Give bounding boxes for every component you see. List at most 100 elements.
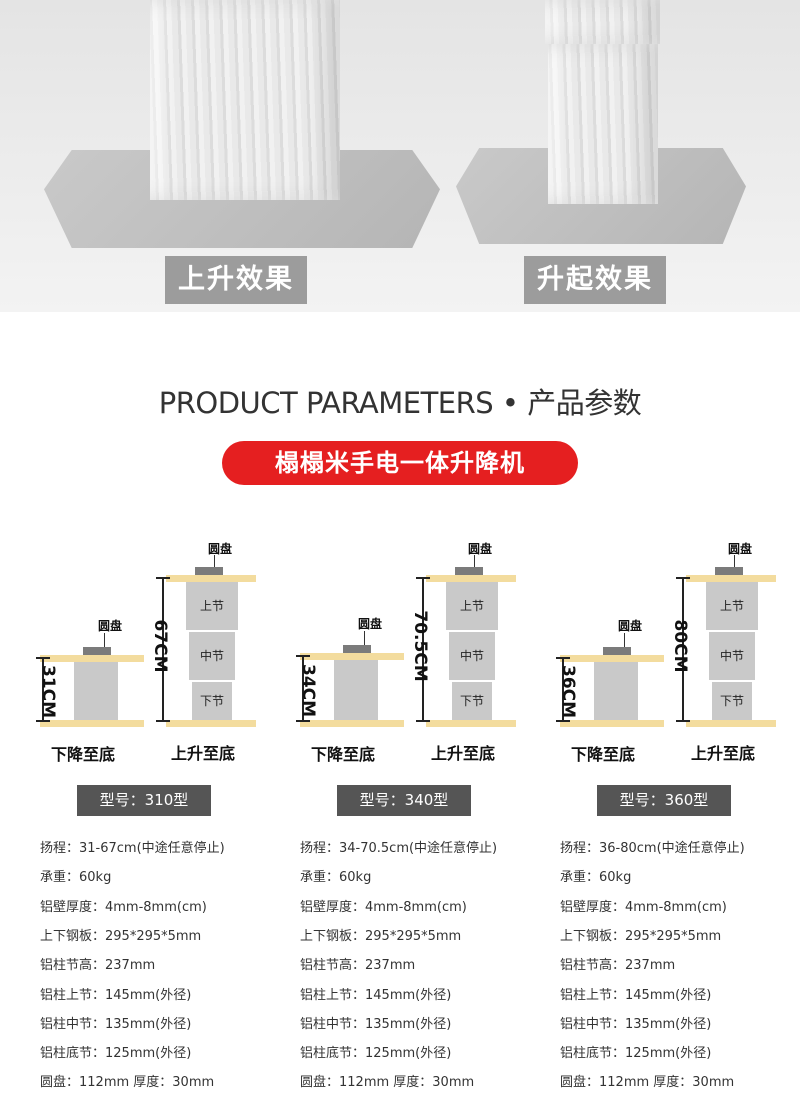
- disk-label: 圆盘: [728, 542, 753, 556]
- low-top-board: [300, 653, 404, 660]
- high-dimension-cap-bottom: [416, 720, 430, 722]
- high-disk: [715, 567, 743, 575]
- lowered-caption: 下降至底: [571, 745, 636, 764]
- model-label: 型号：360型: [597, 785, 731, 816]
- upper-section: 上节: [446, 582, 498, 630]
- spec-line: 铝柱上节：145mm(外径): [300, 987, 452, 1003]
- spec-line: 铝柱底节：125mm(外径): [40, 1046, 192, 1062]
- high-bottom-board: [426, 720, 516, 727]
- low-column: [594, 662, 638, 720]
- low-top-board: [40, 655, 144, 662]
- raised-caption: 上升至底: [171, 744, 236, 763]
- spec-line: 上下钢板：295*295*5mm: [560, 928, 722, 944]
- low-height-label: 36CM: [558, 664, 578, 718]
- spec-line: 圆盘：112mm 厚度：30mm: [300, 1075, 475, 1091]
- disk-leader: [734, 555, 735, 567]
- spec-line: 铝柱底节：125mm(外径): [300, 1046, 452, 1062]
- low-bottom-board: [40, 720, 144, 727]
- lower-section: 下节: [192, 682, 232, 720]
- low-height-label: 31CM: [38, 664, 58, 718]
- spec-line: 铝壁厚度：4mm-8mm(cm): [560, 899, 727, 915]
- disk-leader: [364, 631, 365, 645]
- high-dimension-cap-bottom: [676, 720, 690, 722]
- disk-label: 圆盘: [98, 619, 123, 633]
- lower-section: 下节: [712, 682, 752, 720]
- low-dimension-line: [42, 657, 44, 720]
- low-disk: [83, 647, 111, 655]
- pillar-left: [150, 0, 340, 200]
- disk-label: 圆盘: [468, 542, 493, 556]
- low-dimension-cap-bottom: [556, 720, 570, 722]
- disk-label: 圆盘: [208, 542, 233, 556]
- spec-line: 扬程：36-80cm(中途任意停止): [560, 841, 745, 856]
- spec-line: 铝柱中节：135mm(外径): [300, 1016, 452, 1032]
- high-disk: [195, 567, 223, 575]
- lowered-caption: 下降至底: [51, 745, 116, 764]
- high-dimension-cap-top: [676, 577, 690, 579]
- model-label: 型号：310型: [77, 785, 211, 816]
- section-heading: PRODUCT PARAMETERS • 产品参数: [158, 386, 642, 420]
- low-dimension-line: [562, 657, 564, 720]
- low-dimension-cap-bottom: [296, 720, 310, 722]
- low-top-board: [560, 655, 664, 662]
- high-dimension-line: [162, 577, 164, 720]
- high-disk: [455, 567, 483, 575]
- high-bottom-board: [686, 720, 776, 727]
- low-dimension-cap-top: [556, 657, 570, 659]
- upper-section: 上节: [186, 582, 238, 630]
- spec-line: 圆盘：112mm 厚度：30mm: [560, 1075, 735, 1091]
- spec-line: 铝柱底节：125mm(外径): [560, 1046, 712, 1062]
- spec-line: 承重：60kg: [300, 870, 372, 886]
- spec-line: 铝壁厚度：4mm-8mm(cm): [40, 899, 207, 915]
- spec-line: 铝柱上节：145mm(外径): [40, 987, 192, 1003]
- high-top-board: [686, 575, 776, 582]
- spec-line: 铝柱节高：237mm: [300, 958, 416, 974]
- disk-leader: [624, 633, 625, 647]
- high-height-label: 70.5CM: [410, 610, 430, 682]
- low-dimension-cap-bottom: [36, 720, 50, 722]
- product-name-banner: 榻榻米手电一体升降机: [222, 441, 578, 485]
- disk-label: 圆盘: [618, 619, 643, 633]
- product-photo: 上升效果 升起效果: [0, 0, 800, 312]
- spec-line: 扬程：34-70.5cm(中途任意停止): [300, 841, 498, 856]
- high-height-label: 80CM: [670, 619, 690, 673]
- upper-section: 上节: [706, 582, 758, 630]
- disk-leader: [474, 555, 475, 567]
- spec-line: 铝柱中节：135mm(外径): [560, 1016, 712, 1032]
- middle-section: 中节: [449, 632, 495, 680]
- raise-effect-label: 上升效果: [165, 256, 307, 304]
- spec-line: 铝柱中节：135mm(外径): [40, 1016, 192, 1032]
- raised-caption: 上升至底: [691, 744, 756, 763]
- high-top-board: [426, 575, 516, 582]
- spec-line: 圆盘：112mm 厚度：30mm: [40, 1075, 215, 1091]
- high-dimension-cap-top: [416, 577, 430, 579]
- pillar-right-lower: [548, 44, 658, 204]
- spec-line: 上下钢板：295*295*5mm: [40, 928, 202, 944]
- low-disk: [343, 645, 371, 653]
- high-dimension-cap-top: [156, 577, 170, 579]
- raised-caption: 上升至底: [431, 744, 496, 763]
- spec-line: 铝柱上节：145mm(外径): [560, 987, 712, 1003]
- high-dimension-line: [682, 577, 684, 720]
- lower-section: 下节: [452, 682, 492, 720]
- low-height-label: 34CM: [298, 663, 318, 717]
- low-disk: [603, 647, 631, 655]
- low-bottom-board: [560, 720, 664, 727]
- low-dimension-cap-top: [296, 655, 310, 657]
- pillar-right-upper: [545, 0, 660, 44]
- low-column: [334, 660, 378, 720]
- spec-line: 铝柱节高：237mm: [560, 958, 676, 974]
- low-column: [74, 662, 118, 720]
- spec-line: 铝壁厚度：4mm-8mm(cm): [300, 899, 467, 915]
- high-height-label: 67CM: [150, 619, 170, 673]
- low-bottom-board: [300, 720, 404, 727]
- lift-effect-label: 升起效果: [524, 256, 666, 304]
- spec-line: 承重：60kg: [560, 870, 632, 886]
- high-top-board: [166, 575, 256, 582]
- disk-leader: [214, 555, 215, 567]
- spec-line: 上下钢板：295*295*5mm: [300, 928, 462, 944]
- model-label: 型号：340型: [337, 785, 471, 816]
- disk-label: 圆盘: [358, 617, 383, 631]
- high-dimension-cap-bottom: [156, 720, 170, 722]
- high-dimension-line: [422, 577, 424, 720]
